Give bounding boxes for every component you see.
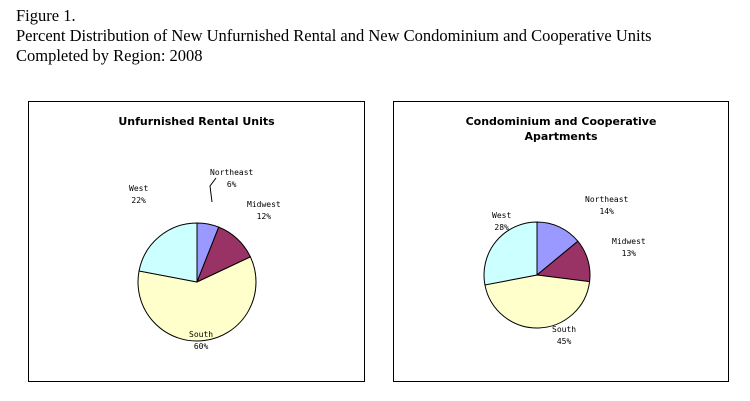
slice-label-value: 22%: [131, 196, 146, 205]
slice-label-value: 13%: [621, 249, 637, 258]
slice-label-name: West: [129, 184, 149, 193]
figure-title: Percent Distribution of New Unfurnished …: [16, 26, 652, 45]
slice-label-name: Midwest: [612, 237, 646, 246]
slice-label-name: Northeast: [585, 195, 629, 204]
slice-label-value: 28%: [494, 223, 509, 232]
slice-label-name: Northeast: [210, 168, 254, 177]
pie-slice-west: [138, 222, 198, 283]
pie-slice-west: [483, 221, 538, 286]
leader-line: [209, 177, 217, 203]
slice-label-value: 60%: [193, 342, 209, 351]
slice-label-name: West: [492, 211, 512, 220]
slice-label-name: South: [552, 325, 577, 334]
slice-label-west: West 22%: [129, 183, 148, 207]
chart-panel-condominium-cooperative: Condominium and Cooperative Apartments N…: [393, 101, 729, 382]
slice-label-northeast: Northeast 14%: [585, 194, 628, 218]
figure-label: Figure 1.: [16, 6, 76, 25]
slice-label-name: South: [189, 330, 214, 339]
slice-label-value: 45%: [556, 337, 572, 346]
slice-label-value: 12%: [256, 212, 272, 221]
chart-panel-unfurnished-rental: Unfurnished Rental Units Northeast 6% Mi…: [28, 101, 365, 382]
slice-label-value: 14%: [599, 207, 614, 216]
chart-title: Condominium and Cooperative Apartments: [465, 115, 657, 143]
pie-slice-south: [137, 256, 257, 342]
slice-label-value: 6%: [226, 180, 237, 189]
pie-slice-south: [484, 274, 591, 329]
figure-heading: Figure 1. Percent Distribution of New Un…: [16, 6, 652, 66]
chart-title: Unfurnished Rental Units: [118, 115, 275, 128]
slice-label-midwest: Midwest 12%: [247, 199, 281, 223]
slice-label-west: West 28%: [492, 210, 511, 234]
pie-chart-unfurnished-rental: [137, 177, 257, 342]
slice-label-northeast: Northeast 6%: [210, 167, 253, 191]
slice-label-south: South 60%: [189, 329, 213, 353]
figure-subtitle: Completed by Region: 2008: [16, 46, 203, 65]
pie-chart-condominium-cooperative: [483, 221, 591, 329]
slice-label-midwest: Midwest 13%: [612, 236, 646, 260]
slice-label-name: Midwest: [247, 200, 281, 209]
slice-label-south: South 45%: [552, 324, 576, 348]
